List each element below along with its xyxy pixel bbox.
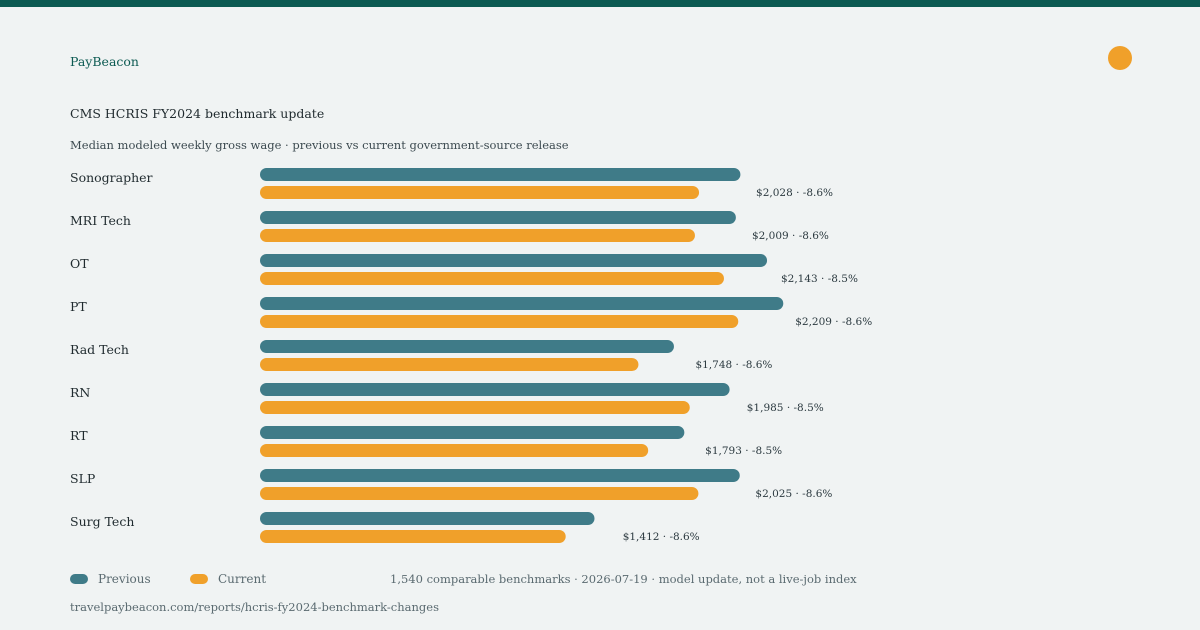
category-label: MRI Tech — [70, 213, 131, 228]
bar-previous — [260, 168, 741, 181]
bar-current — [260, 530, 566, 543]
category-label: OT — [70, 256, 89, 271]
report-url[interactable]: travelpaybeacon.com/reports/hcris-fy2024… — [70, 600, 439, 614]
bar-current — [260, 272, 724, 285]
bar-previous — [260, 297, 784, 310]
chart-title: CMS HCRIS FY2024 benchmark update — [70, 106, 325, 121]
top-accent-bar — [0, 0, 1200, 7]
bar-current — [260, 229, 695, 242]
data-label: $1,748 · -8.6% — [695, 359, 772, 371]
legend-swatch-current — [190, 574, 208, 584]
bar-previous — [260, 426, 685, 439]
legend-label-previous: Previous — [98, 572, 151, 586]
bar-current — [260, 358, 639, 371]
category-label: RN — [70, 385, 90, 400]
bar-current — [260, 315, 739, 328]
data-label: $2,143 · -8.5% — [781, 273, 858, 285]
category-label: Surg Tech — [70, 514, 134, 529]
legend-label-current: Current — [218, 572, 267, 586]
data-label: $2,209 · -8.6% — [795, 316, 872, 328]
bar-current — [260, 444, 649, 457]
bar-previous — [260, 469, 740, 482]
chart-footnote: 1,540 comparable benchmarks · 2026-07-19… — [390, 572, 857, 586]
bar-current — [260, 487, 699, 500]
data-label: $2,009 · -8.6% — [752, 230, 829, 242]
legend-swatch-previous — [70, 574, 88, 584]
data-label: $1,793 · -8.5% — [705, 445, 782, 457]
category-label: SLP — [70, 471, 95, 486]
data-label: $1,985 · -8.5% — [747, 402, 824, 414]
bar-chart: Sonographer $2,028 · -8.6% MRI Tech $2,009 … — [70, 168, 872, 543]
brand-name[interactable]: PayBeacon — [70, 54, 139, 69]
data-label: $2,025 · -8.6% — [755, 488, 832, 500]
bar-previous — [260, 340, 674, 353]
brand-logo-dot — [1108, 46, 1132, 70]
category-label: PT — [70, 299, 87, 314]
bar-previous — [260, 512, 595, 525]
bar-current — [260, 401, 690, 414]
category-label: RT — [70, 428, 88, 443]
bar-previous — [260, 254, 768, 267]
bar-previous — [260, 211, 736, 224]
data-label: $1,412 · -8.6% — [623, 531, 700, 543]
data-label: $2,028 · -8.6% — [756, 187, 833, 199]
bar-current — [260, 186, 700, 199]
chart-subtitle: Median modeled weekly gross wage · previ… — [70, 138, 569, 152]
bar-previous — [260, 383, 730, 396]
category-label: Rad Tech — [70, 342, 129, 357]
category-label: Sonographer — [70, 170, 153, 185]
